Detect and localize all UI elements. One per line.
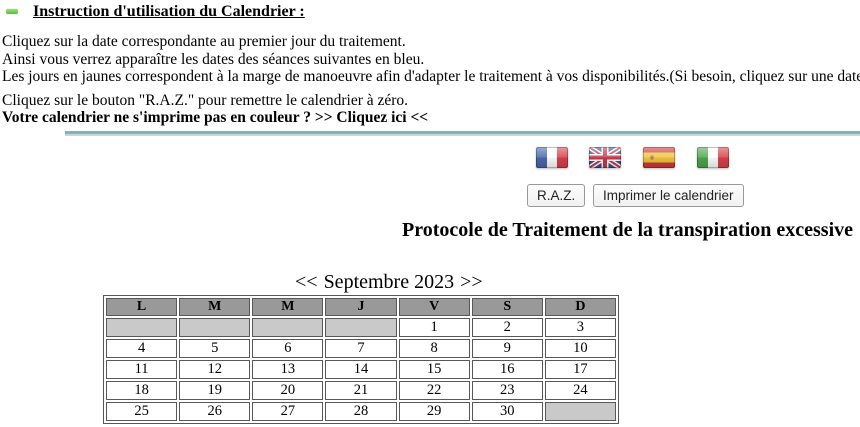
print-color-line: Votre calendrier ne s'imprime pas en cou… — [2, 109, 428, 126]
calendar-day-cell[interactable]: 24 — [544, 381, 616, 400]
day-header-tuesday: M — [179, 298, 251, 316]
instructions-heading: Instruction d'utilisation du Calendrier … — [33, 3, 305, 20]
calendar-day-cell[interactable]: 14 — [325, 360, 397, 379]
calendar-week-row: 25 26 27 28 29 30 — [106, 402, 616, 421]
page-title: Protocole de Traitement de la transpirat… — [402, 219, 854, 241]
calendar-day-cell[interactable]: 8 — [398, 339, 470, 358]
flag-france-icon[interactable] — [536, 147, 568, 168]
calendar-day-cell[interactable]: 30 — [471, 402, 543, 421]
calendar-day-cell[interactable]: 20 — [252, 381, 324, 400]
calendar-header-row: L M M J V S D — [106, 298, 616, 316]
day-header-wednesday: M — [252, 298, 324, 316]
instructions-paragraph-2: Cliquez sur le bouton "R.A.Z." pour reme… — [2, 92, 428, 126]
calendar-day-cell[interactable]: 19 — [179, 381, 251, 400]
calendar-day-cell[interactable]: 27 — [252, 402, 324, 421]
calendar-day-cell[interactable]: 21 — [325, 381, 397, 400]
raz-reset-button[interactable]: R.A.Z. — [527, 184, 586, 207]
calendar-day-cell[interactable]: 29 — [398, 402, 470, 421]
print-color-question: Votre calendrier ne s'imprime pas en cou… — [2, 109, 315, 126]
calendar-day-cell[interactable]: 25 — [106, 402, 178, 421]
calendar-empty-cell — [325, 318, 397, 337]
calendar-month-header: << Septembre 2023 >> — [295, 271, 483, 294]
instructions-paragraph: Cliquez sur la date correspondante au pr… — [2, 33, 860, 86]
calendar-empty-cell — [179, 318, 251, 337]
day-header-monday: L — [106, 298, 178, 316]
instruction-line-2: Ainsi vous verrez apparaître les dates d… — [2, 50, 425, 68]
calendar-day-cell[interactable]: 2 — [471, 318, 543, 337]
calendar-day-cell[interactable]: 6 — [252, 339, 324, 358]
horizontal-divider — [65, 131, 860, 136]
day-header-thursday: J — [325, 298, 397, 316]
calendar-day-cell[interactable]: 18 — [106, 381, 178, 400]
calendar-day-cell[interactable]: 10 — [544, 339, 616, 358]
calendar-empty-cell — [106, 318, 178, 337]
calendar-week-row: 4 5 6 7 8 9 10 — [106, 339, 616, 358]
flag-spain-icon[interactable] — [643, 147, 675, 168]
day-header-friday: V — [398, 298, 470, 316]
next-month-button[interactable]: >> — [460, 271, 483, 293]
calendar-day-cell[interactable]: 5 — [179, 339, 251, 358]
instruction-line-3: Les jours en jaunes correspondent à la m… — [2, 68, 860, 85]
print-color-click-here-link[interactable]: >> Cliquez ici << — [314, 109, 429, 126]
calendar-day-cell[interactable]: 22 — [398, 381, 470, 400]
calendar-day-cell[interactable]: 26 — [179, 402, 251, 421]
previous-month-button[interactable]: << — [295, 271, 318, 293]
flag-italy-icon[interactable] — [697, 147, 729, 168]
calendar-week-row: 1 2 3 — [106, 318, 616, 337]
calendar-empty-cell — [252, 318, 324, 337]
flag-united-kingdom-icon[interactable] — [589, 147, 621, 168]
calendar-day-cell[interactable]: 28 — [325, 402, 397, 421]
calendar-day-cell[interactable]: 7 — [325, 339, 397, 358]
calendar-day-cell[interactable]: 16 — [471, 360, 543, 379]
print-calendar-button[interactable]: Imprimer le calendrier — [593, 184, 744, 207]
instruction-line-1: Cliquez sur la date correspondante au pr… — [2, 33, 406, 50]
calendar-day-cell[interactable]: 13 — [252, 360, 324, 379]
calendar-day-cell[interactable]: 1 — [398, 318, 470, 337]
green-dash-bullet-icon — [6, 9, 18, 14]
reset-instruction-line: Cliquez sur le bouton "R.A.Z." pour reme… — [2, 92, 409, 109]
calendar-day-cell[interactable]: 15 — [398, 360, 470, 379]
calendar-table: L M M J V S D 1 2 3 4 5 6 — [103, 295, 619, 424]
day-header-saturday: S — [471, 298, 543, 316]
calendar-day-cell[interactable]: 9 — [471, 339, 543, 358]
calendar-day-cell[interactable]: 23 — [471, 381, 543, 400]
calendar-day-cell[interactable]: 3 — [544, 318, 616, 337]
calendar-day-cell[interactable]: 4 — [106, 339, 178, 358]
calendar-day-cell[interactable]: 12 — [179, 360, 251, 379]
month-label: Septembre 2023 — [323, 271, 455, 293]
calendar-day-cell[interactable]: 11 — [106, 360, 178, 379]
calendar-week-row: 11 12 13 14 15 16 17 — [106, 360, 616, 379]
day-header-sunday: D — [544, 298, 616, 316]
calendar-empty-cell — [544, 402, 616, 421]
calendar-week-row: 18 19 20 21 22 23 24 — [106, 381, 616, 400]
calendar-day-cell[interactable]: 17 — [544, 360, 616, 379]
